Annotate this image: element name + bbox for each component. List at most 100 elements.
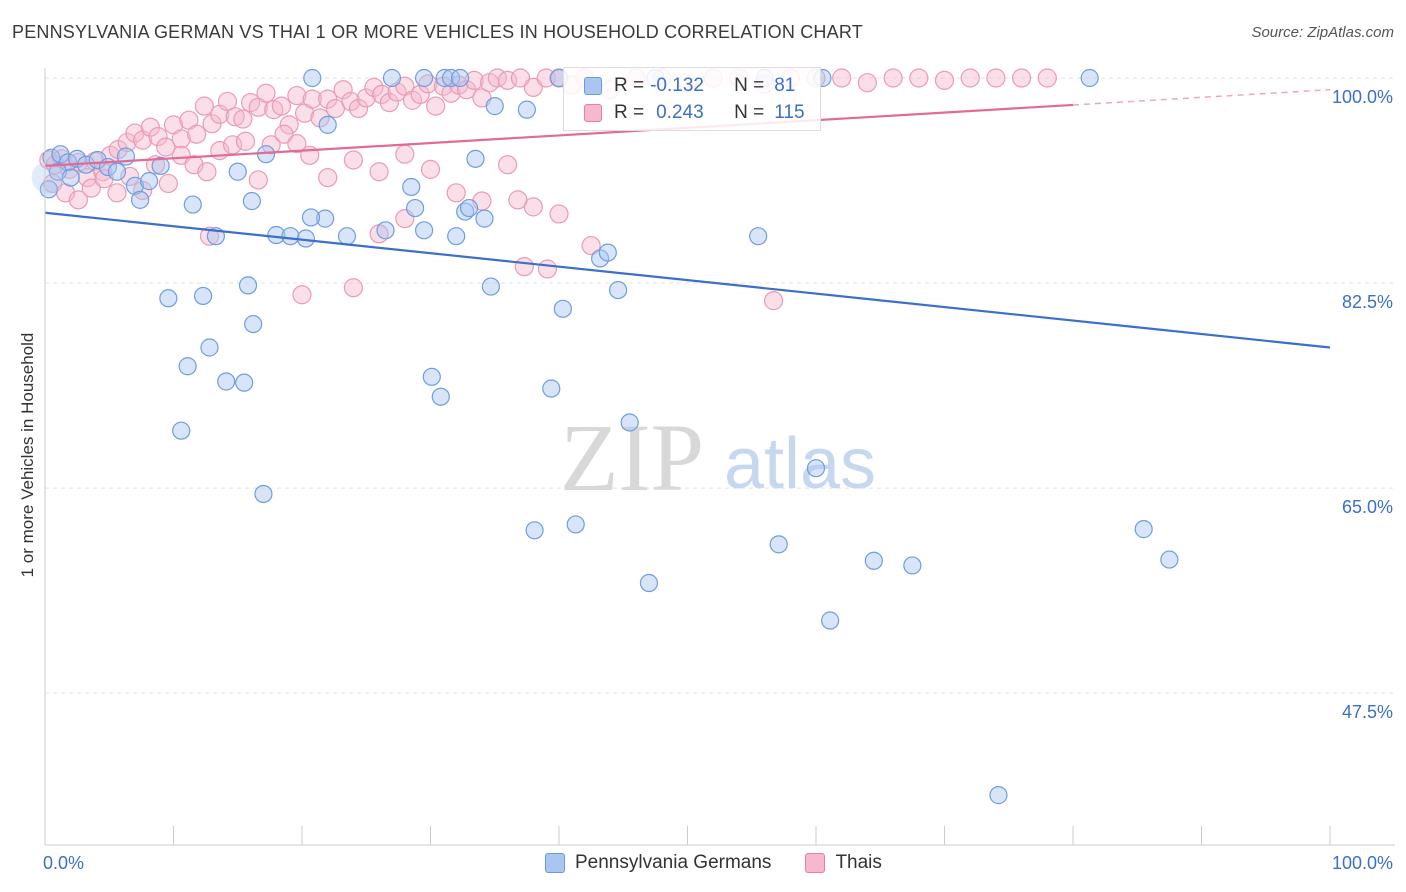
penn-german-point: [517, 100, 536, 119]
penn-german-point: [903, 556, 922, 575]
legend-r-label: R =: [614, 75, 645, 96]
thai-point: [197, 162, 217, 182]
thai-point: [171, 145, 191, 165]
penn-german-point: [769, 535, 788, 554]
penn-german-point: [989, 786, 1008, 805]
legend-swatch-blue: [584, 77, 602, 95]
legend-swatch-pink: [805, 853, 826, 873]
thai-point: [233, 109, 253, 129]
penn-german-point: [107, 162, 127, 181]
tick-labels: 100.0% 82.5% 65.0% 47.5% 0.0% 100.0%: [43, 87, 1393, 873]
penn-german-point: [172, 421, 191, 440]
penn-german-point: [1134, 520, 1153, 539]
penn-german-point: [193, 286, 213, 306]
penn-german-point: [431, 387, 450, 406]
penn-german-point: [228, 162, 247, 181]
thai-point: [107, 183, 127, 203]
thai-trend: [44, 103, 1074, 167]
penn-german-point: [450, 68, 470, 88]
thai-point: [287, 85, 307, 106]
thai-point: [364, 77, 384, 97]
thai-point: [156, 137, 176, 157]
penn-german-point: [316, 209, 335, 228]
thai-point: [187, 124, 207, 144]
penn-german-point: [485, 97, 504, 116]
thai-point: [426, 96, 446, 116]
thai-point: [356, 88, 376, 108]
x-tick-label: 100.0%: [1332, 853, 1393, 873]
thai-point: [274, 124, 294, 144]
penn-german-point: [217, 372, 236, 391]
thai-point: [883, 68, 903, 88]
thai-point: [256, 83, 276, 103]
penn-german-point: [422, 367, 441, 386]
thai-point: [171, 129, 191, 149]
thai-point: [158, 173, 178, 194]
y-axis-label: 1 or more Vehicles in Household: [18, 332, 37, 578]
penn-german-point: [466, 149, 485, 168]
penn-german-point: [864, 551, 883, 570]
chart-title: PENNSYLVANIA GERMAN VS THAI 1 OR MORE VE…: [12, 22, 863, 42]
thai-point: [857, 73, 878, 93]
thai-point: [1011, 68, 1032, 88]
penn-german-point: [402, 177, 421, 197]
thai-point: [217, 91, 238, 112]
legend-swatch-blue: [545, 853, 565, 873]
thai-point: [934, 70, 955, 90]
thai-point: [395, 144, 415, 164]
penn-german-point: [525, 521, 544, 540]
legend-label: Pennsylvania Germans: [575, 852, 772, 873]
thai-point: [292, 285, 312, 305]
penn-german-point: [254, 484, 273, 504]
penn-german-point: [414, 68, 434, 88]
penn-german-point: [125, 176, 145, 195]
penn-german-point: [151, 156, 170, 175]
penn-german-point: [139, 172, 159, 191]
thai-point: [194, 96, 214, 116]
thai-point: [225, 107, 245, 127]
thai-point: [549, 204, 569, 224]
penn-german-point: [88, 150, 107, 170]
penn-german-point: [749, 227, 768, 246]
penn-german-point: [235, 373, 254, 392]
thai-point: [510, 68, 531, 88]
penn-german-point: [382, 68, 402, 88]
penn-german-point: [1080, 68, 1099, 88]
penn-german-point: [376, 221, 395, 240]
thai-point: [333, 80, 353, 100]
thai-point: [379, 93, 399, 113]
thai-point: [261, 135, 281, 155]
penn-german-point: [130, 190, 150, 209]
penn-german-point: [1160, 550, 1179, 569]
thai-point: [318, 167, 338, 188]
penn-german-point: [178, 357, 197, 376]
legend-row-penn-german: R = -0.132 N = 81: [584, 74, 795, 98]
thai-point: [986, 68, 1006, 88]
thai-point: [279, 115, 299, 135]
legend-row-thai: R = 0.243 N = 115: [584, 101, 805, 125]
watermark-atlas: atlas: [724, 424, 876, 504]
penn-german-point: [481, 277, 500, 296]
thai-point: [909, 68, 929, 88]
penn-german-point: [435, 68, 454, 88]
thai-point: [537, 259, 558, 279]
thai-point: [235, 131, 256, 151]
penn-german-point: [242, 191, 261, 211]
thai-point: [148, 126, 168, 147]
watermark: ZIP atlas: [560, 404, 876, 511]
legend-label: Thais: [835, 852, 882, 873]
legend-item-thai: Thais: [805, 852, 882, 874]
thai-points: [39, 68, 1057, 311]
penn-german-point: [31, 161, 64, 194]
penn-german-point: [553, 299, 572, 318]
penn-german-point: [61, 168, 80, 187]
penn-german-point: [821, 611, 840, 630]
penn-german-point: [318, 115, 337, 134]
penn-german-point: [200, 338, 219, 357]
legend-n-label: N =: [734, 102, 765, 123]
legend-swatch-pink: [584, 104, 602, 122]
thai-point: [68, 190, 89, 210]
thai-point: [287, 134, 307, 154]
thai-point: [302, 89, 322, 109]
